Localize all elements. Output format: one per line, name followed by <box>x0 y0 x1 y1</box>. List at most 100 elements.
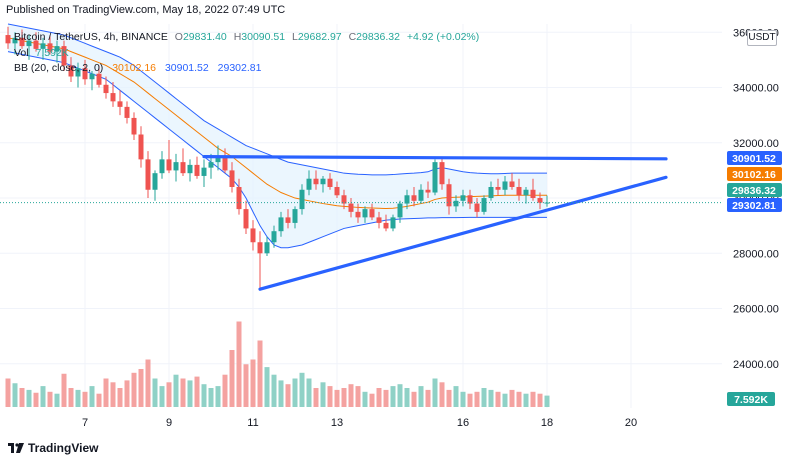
volume-bar <box>5 378 11 407</box>
candle-body <box>47 43 53 52</box>
candle-body <box>530 189 536 199</box>
candle-body <box>33 40 39 49</box>
volume-bar <box>180 378 186 407</box>
candle <box>12 32 18 55</box>
candle-body <box>509 181 515 187</box>
candle-body <box>96 73 102 85</box>
candle <box>537 192 543 210</box>
candle-body <box>61 46 67 66</box>
candle <box>425 181 431 199</box>
candle <box>194 156 200 179</box>
candle <box>530 178 536 201</box>
price-tag: 29836.32 <box>727 183 782 197</box>
candle-body <box>250 228 256 243</box>
volume-bar <box>236 321 242 407</box>
candle-body <box>355 211 361 218</box>
volume-bar <box>516 391 522 407</box>
volume-bar <box>537 393 543 407</box>
volume-bar <box>390 386 396 407</box>
x-tick-label: 20 <box>625 417 637 429</box>
volume-bar <box>327 386 333 407</box>
candle-body <box>264 242 270 254</box>
candle-body <box>362 209 368 218</box>
volume-bar <box>117 388 123 407</box>
candle <box>229 162 235 193</box>
candle-body <box>474 203 480 212</box>
candle-body <box>229 170 235 187</box>
candle-body <box>341 195 347 204</box>
candle <box>285 209 291 229</box>
legend-vol-label[interactable]: Vol <box>14 47 29 59</box>
volume-bar <box>397 384 403 407</box>
volume-bar <box>201 384 207 407</box>
volume-bar <box>306 378 312 407</box>
candle-body <box>299 189 305 210</box>
candle <box>40 37 46 60</box>
volume-bar <box>348 384 354 407</box>
volume-bar <box>166 382 172 407</box>
x-tick-label: 16 <box>457 417 469 429</box>
volume-bar <box>243 364 249 407</box>
candle <box>467 189 473 210</box>
legend-bb-label[interactable]: BB (20, close, 2, 0) <box>14 62 104 74</box>
candle <box>152 170 158 201</box>
candle-body <box>110 93 116 102</box>
candle <box>544 195 550 207</box>
volume-bar <box>509 389 515 407</box>
candle-body <box>411 195 417 201</box>
legend-bb-upper: 30901.52 <box>164 62 209 74</box>
volume-bar <box>453 386 459 407</box>
candle-body <box>432 162 438 193</box>
candle-body <box>376 217 382 223</box>
candle <box>166 140 172 174</box>
candle <box>397 200 403 223</box>
candle-body <box>348 203 354 212</box>
candle-body <box>285 217 291 223</box>
candle <box>47 35 53 55</box>
brand-name: TradingView <box>28 441 99 455</box>
candle <box>271 225 277 248</box>
bollinger-bands <box>7 23 547 249</box>
candle-body <box>152 173 158 190</box>
volume-bar <box>75 389 81 407</box>
candle-body <box>222 156 228 171</box>
trendlines[interactable] <box>202 155 668 291</box>
volume-bar <box>313 388 319 407</box>
volume-bar <box>159 386 165 407</box>
legend-symbol-row: Bitcoin / TetherUS, 4h, BINANCE O29831.4… <box>14 31 479 43</box>
y-tick-label: 32000.00 <box>733 138 779 150</box>
tradingview-logo: TradingView <box>8 441 98 455</box>
legend-bb-row: BB (20, close, 2, 0) 30102.16 30901.52 2… <box>14 62 261 74</box>
candle <box>278 211 284 237</box>
legend-symbol[interactable]: Bitcoin / TetherUS, 4h, BINANCE <box>14 31 168 43</box>
candle <box>474 198 480 218</box>
candle <box>264 236 270 257</box>
candlesticks <box>5 26 550 290</box>
volume-bar <box>61 373 67 407</box>
y-tick-label: 34000.00 <box>733 83 779 95</box>
legend-open-label: O <box>174 31 183 43</box>
candle <box>54 40 60 63</box>
bollinger-basis-line <box>7 37 547 210</box>
candle <box>376 211 382 229</box>
candle <box>313 170 319 190</box>
candle <box>348 198 354 218</box>
price-tag-bg <box>727 151 782 165</box>
x-tick-label: 11 <box>247 417 258 429</box>
x-tick-label: 13 <box>331 417 343 429</box>
price-tag-bg <box>727 198 782 212</box>
candle-body <box>159 159 165 174</box>
candle <box>404 189 410 210</box>
volume-bar <box>439 382 445 407</box>
candle-body <box>390 217 396 229</box>
volume-bar <box>376 388 382 407</box>
currency-selector[interactable]: USDT <box>747 30 777 46</box>
candle-body <box>12 37 18 44</box>
legend-bb-lower: 29302.81 <box>217 62 262 74</box>
x-tick-label: 9 <box>166 417 172 429</box>
candle-body <box>523 189 529 196</box>
candle-body <box>173 162 179 171</box>
legend-change: +4.92 (+0.02%) <box>406 31 480 43</box>
